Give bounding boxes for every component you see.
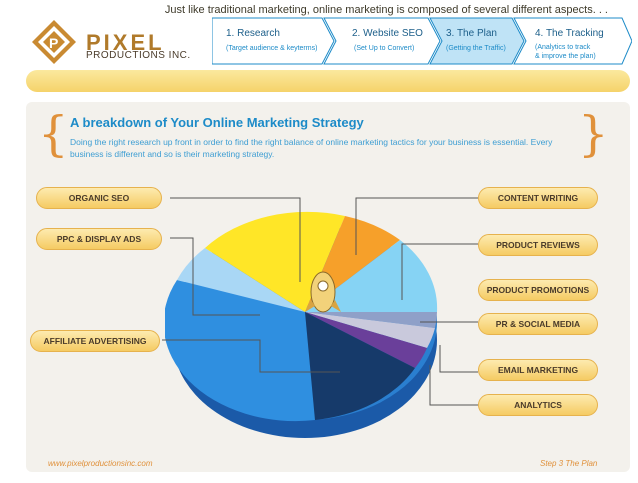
steps-nav [212,17,632,65]
step-2-sub: (Set Up to Convert) [354,45,415,52]
step-4-title[interactable]: 4. The Tracking [535,28,604,39]
label-organic-seo: ORGANIC SEO [36,187,162,209]
step-2-title[interactable]: 2. Website SEO [352,28,423,39]
section-description: Doing the right research up front in ord… [70,137,553,159]
pie-slice-ppc [177,248,305,312]
pie-slice-organic [205,211,345,312]
banner [26,70,630,92]
pie-slice-email [305,312,427,368]
step-4-tab [513,17,632,65]
banner-text: Just like traditional marketing, online … [164,4,608,16]
step-3-sub: (Getting the Traffic) [446,45,506,52]
label-product-reviews: PRODUCT REVIEWS [478,234,598,256]
label-product-promotions: PRODUCT PROMOTIONS [478,279,598,301]
step-1-title[interactable]: 1. Research [226,28,280,39]
section-heading: A breakdown of Your Online Marketing Str… [70,115,364,130]
label-pr-social: PR & SOCIAL MEDIA [478,313,598,335]
step-3-title[interactable]: 3. The Plan [446,28,497,39]
step-3-tab [429,17,525,65]
pie-slice-reviews [305,240,438,312]
pie-slice-analytics [305,312,415,420]
footer-step: Step 3 The Plan [540,459,598,468]
strategy-pie-chart [165,211,438,438]
step-1-sub: (Target audience & keyterms) [226,45,318,52]
step-4-sub2: & improve the plan) [535,53,596,60]
step-4-sub1: (Analytics to track [535,44,591,51]
step-1-tab [212,17,335,65]
pie-slice-promotions [305,312,437,328]
right-brace-icon: } [578,106,609,162]
logo-subtitle: PRODUCTIONS INC. [86,50,191,61]
step-2-tab [323,17,441,65]
footer-url[interactable]: www.pixelproductionsinc.com [48,459,153,468]
pixel-logo-icon: P [32,20,76,64]
label-analytics: ANALYTICS [478,394,598,416]
left-brace-icon: { [38,106,69,162]
pie-slice-pr [305,312,435,348]
label-content-writing: CONTENT WRITING [478,187,598,209]
rocket-icon [305,271,341,313]
label-email-marketing: EMAIL MARKETING [478,359,598,381]
svg-text:P: P [49,35,58,51]
logo-name: PIXEL [86,30,165,55]
label-ppc-display: PPC & DISPLAY ADS [36,228,162,250]
label-affiliate: AFFILIATE ADVERTISING [30,330,160,352]
